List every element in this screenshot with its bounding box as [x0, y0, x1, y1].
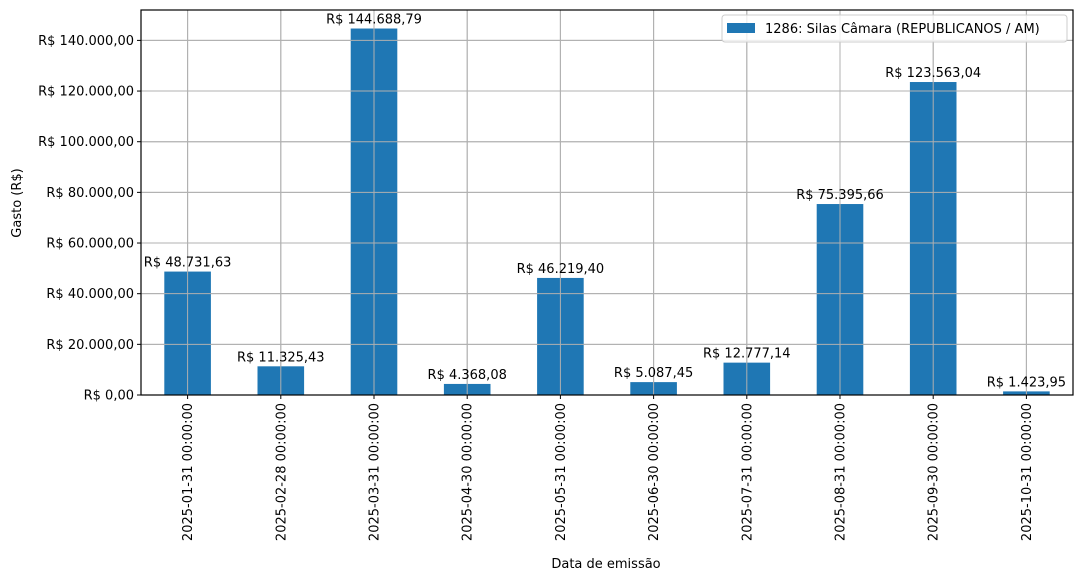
bar-value-label: R$ 46.219,40: [517, 262, 605, 277]
x-tick-label: 2025-01-31 00:00:00: [181, 403, 196, 541]
legend: 1286: Silas Câmara (REPUBLICANOS / AM): [721, 14, 1068, 43]
y-axis-label: Gasto (R$): [10, 168, 25, 237]
x-tick-label: 2025-10-31 00:00:00: [1020, 403, 1035, 541]
legend-label: 1286: Silas Câmara (REPUBLICANOS / AM): [765, 22, 1040, 37]
x-tick-label: 2025-02-28 00:00:00: [274, 403, 289, 541]
x-tick-label: 2025-04-30 00:00:00: [461, 403, 476, 541]
x-tick-label: 2025-09-30 00:00:00: [927, 403, 942, 541]
legend-swatch-icon: [727, 23, 755, 33]
y-tick-label: R$ 0,00: [84, 389, 134, 404]
x-tick-label: 2025-08-31 00:00:00: [834, 403, 849, 541]
x-axis-ticks: 2025-01-31 00:00:00 2025-02-28 00:00:00 20…: [181, 395, 1035, 541]
y-tick-label: R$ 20.000,00: [46, 338, 134, 353]
y-tick-label: R$ 140.000,00: [38, 34, 134, 49]
y-tick-label: R$ 60.000,00: [46, 237, 134, 252]
bar-value-label: R$ 5.087,45: [614, 366, 693, 381]
bar-value-label: R$ 11.325,43: [237, 350, 325, 365]
x-tick-label: 2025-03-31 00:00:00: [368, 403, 383, 541]
bars-group: [164, 28, 1050, 396]
bar-value-label: R$ 144.688,79: [326, 13, 422, 28]
y-axis-ticks: R$ 0,00 R$ 20.000,00 R$ 40.000,00 R$ 60.000…: [38, 34, 141, 404]
bar-value-label: R$ 75.395,66: [796, 188, 884, 203]
y-tick-label: R$ 80.000,00: [46, 186, 134, 201]
x-tick-label: 2025-05-31 00:00:00: [554, 403, 569, 541]
bar-value-labels: R$ 48.731,63 R$ 11.325,43 R$ 144.688,79 R$ …: [144, 13, 1066, 391]
bar-value-label: R$ 12.777,14: [703, 347, 791, 362]
y-tick-label: R$ 100.000,00: [38, 135, 134, 150]
x-axis-label: Data de emissão: [551, 557, 660, 572]
bar-value-label: R$ 123.563,04: [885, 66, 981, 81]
x-tick-label: 2025-06-30 00:00:00: [647, 403, 662, 541]
x-tick-label: 2025-07-31 00:00:00: [740, 403, 755, 541]
bar-value-label: R$ 4.368,08: [428, 368, 507, 383]
y-tick-label: R$ 120.000,00: [38, 85, 134, 100]
legend-box: [721, 14, 1068, 43]
plot-frame: [140, 9, 1074, 396]
grid-lines-overlay: [141, 10, 1073, 396]
bar-value-label: R$ 1.423,95: [987, 375, 1066, 390]
bar-value-label: R$ 48.731,63: [144, 256, 232, 271]
y-tick-label: R$ 40.000,00: [46, 287, 134, 302]
